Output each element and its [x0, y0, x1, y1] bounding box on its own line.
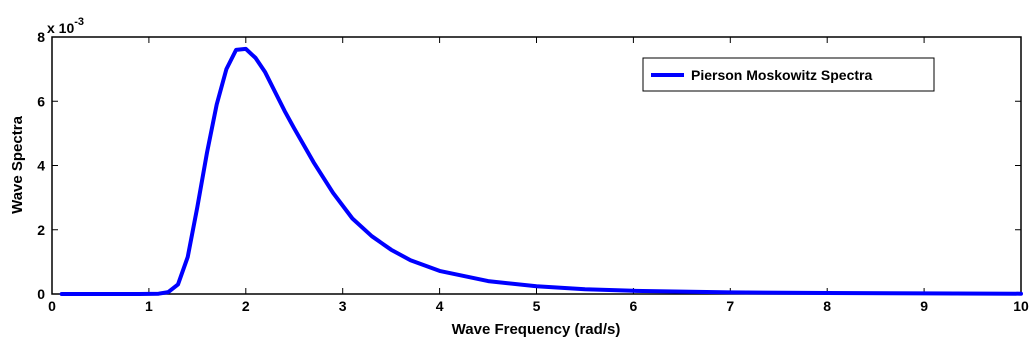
x-tick-label: 2 — [242, 298, 250, 314]
legend-box — [642, 57, 935, 92]
x-tick-label: 8 — [823, 298, 831, 314]
y-axis-title: Wave Spectra — [9, 115, 26, 213]
x-tick-label: 4 — [436, 298, 444, 314]
x-tick-label: 7 — [726, 298, 734, 314]
x-tick-label: 1 — [145, 298, 153, 314]
x-tick-label: 6 — [630, 298, 638, 314]
y-tick-label: 8 — [37, 29, 45, 45]
x-tick-label: 10 — [1013, 298, 1029, 314]
y-tick-label: 2 — [37, 222, 45, 238]
y-tick-label: 0 — [37, 286, 45, 302]
x-tick-label: 9 — [920, 298, 928, 314]
x-tick-label: 0 — [48, 298, 56, 314]
x-ticks: 0 1 2 3 4 5 6 7 8 9 10 — [48, 37, 1029, 314]
x-tick-label: 3 — [339, 298, 347, 314]
y-tick-label: 4 — [37, 158, 45, 174]
y-exponent-label: x 10-3 — [47, 16, 84, 36]
y-exponent-power: -3 — [74, 16, 84, 28]
y-ticks: 0 2 4 6 8 — [37, 29, 1021, 302]
legend: Pierson Moskowitz Spectra — [642, 57, 935, 92]
x-tick-label: 5 — [533, 298, 541, 314]
y-tick-label: 6 — [37, 93, 45, 109]
series-line-pierson-moskowitz — [59, 46, 1023, 296]
x-axis-title: Wave Frequency (rad/s) — [452, 321, 621, 338]
legend-label: Pierson Moskowitz Spectra — [691, 67, 872, 83]
